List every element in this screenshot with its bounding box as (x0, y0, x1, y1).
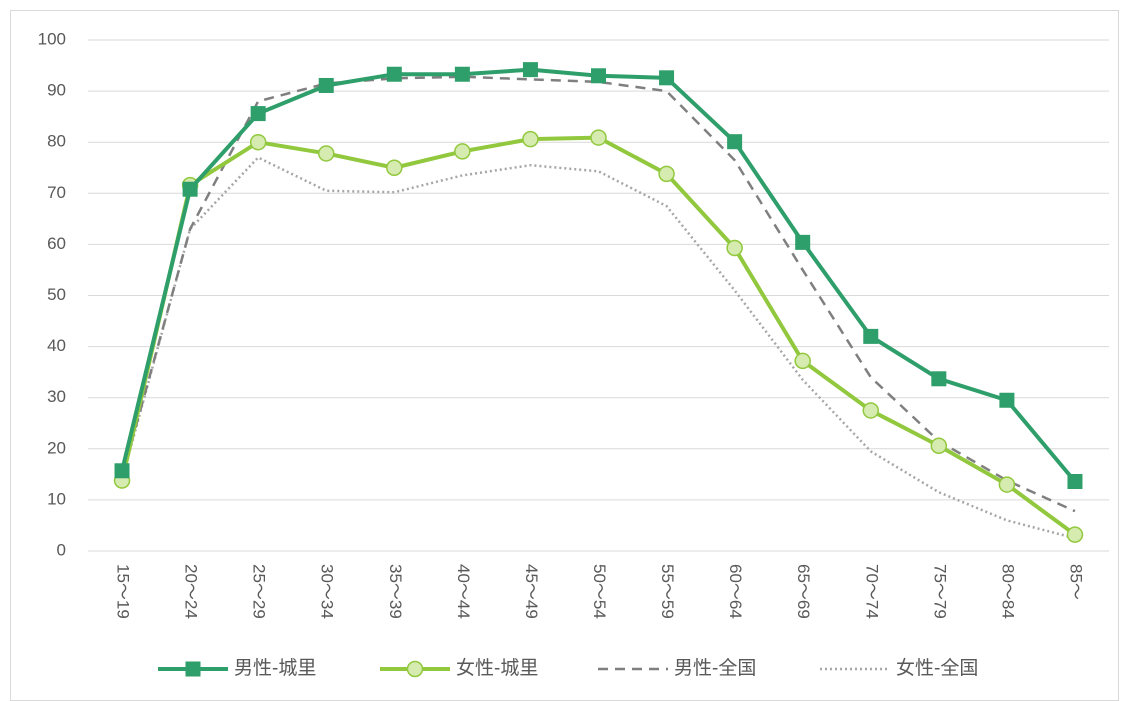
y-tick-label: 100 (38, 29, 66, 48)
marker (250, 106, 266, 122)
x-tick-label: 85～ (1066, 564, 1085, 600)
marker (386, 66, 402, 82)
marker (522, 62, 538, 78)
marker (998, 476, 1016, 493)
y-tick-label: 30 (47, 387, 66, 406)
x-tick-label: 80～84 (998, 564, 1017, 619)
marker (862, 402, 880, 419)
x-tick-label: 20～24 (182, 564, 201, 619)
legend-label: 女性-城里 (456, 657, 538, 679)
marker (658, 165, 675, 183)
chart-border (10, 10, 1119, 701)
legend: 男性-城里 女性-城里 男性-全国 女性-全国 (158, 657, 978, 679)
marker (727, 134, 743, 150)
marker (591, 68, 606, 84)
x-tick-label: 45～49 (522, 564, 541, 619)
marker (454, 66, 470, 82)
marker (317, 145, 335, 162)
x-tick-label: 15～19 (114, 564, 133, 619)
legend-label: 男性-城里 (234, 657, 316, 679)
marker (318, 77, 334, 93)
marker (454, 143, 471, 160)
marker (406, 660, 424, 678)
marker (1067, 474, 1083, 490)
y-tick-label: 10 (47, 489, 66, 508)
y-tick-label: 90 (47, 81, 66, 100)
x-tick-label: 50～54 (590, 564, 609, 619)
marker (590, 129, 607, 146)
marker (522, 130, 539, 148)
x-tick-label: 75～79 (930, 564, 949, 619)
y-tick-label: 80 (47, 132, 66, 151)
legend-label: 女性-全国 (896, 657, 978, 679)
x-tick-label: 65～69 (794, 564, 813, 619)
marker (182, 181, 198, 197)
marker (931, 371, 947, 387)
marker (185, 661, 201, 677)
x-tick-label: 25～29 (250, 564, 269, 619)
y-tick-label: 0 (57, 540, 66, 559)
y-tick-label: 70 (47, 183, 66, 202)
marker (726, 239, 743, 257)
series-line (120, 75, 1076, 513)
marker (386, 159, 403, 176)
marker (249, 133, 267, 151)
x-tick-label: 60～64 (726, 564, 745, 619)
y-tick-label: 20 (47, 438, 66, 457)
x-tick-label: 35～39 (386, 564, 405, 619)
y-tick-label: 60 (47, 234, 66, 253)
x-tick-label: 40～44 (454, 564, 473, 619)
y-tick-label: 40 (47, 336, 66, 355)
marker (794, 352, 811, 370)
marker (795, 234, 811, 250)
x-tick-label: 55～59 (658, 564, 677, 619)
marker (659, 70, 675, 86)
marker (1066, 526, 1084, 543)
marker (999, 392, 1015, 408)
y-tick-label: 50 (47, 285, 66, 304)
marker (114, 463, 130, 479)
x-tick-label: 30～34 (318, 564, 337, 619)
x-tick-label: 70～74 (862, 564, 881, 619)
legend-label: 男性-全国 (674, 657, 756, 679)
marker (930, 437, 948, 454)
marker (863, 328, 879, 344)
